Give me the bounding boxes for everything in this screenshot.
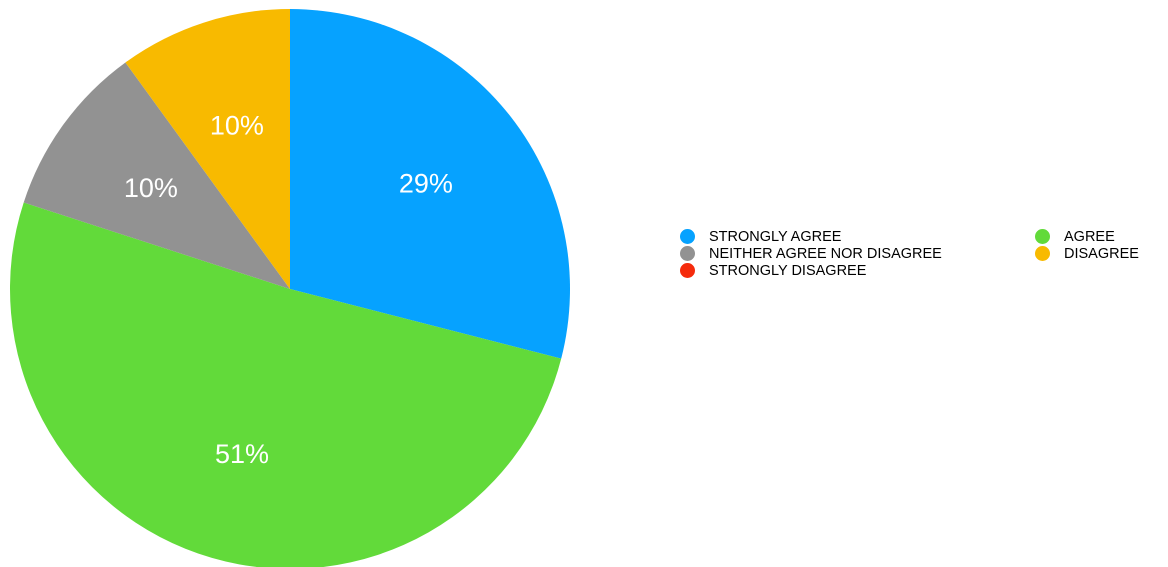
legend-label: STRONGLY DISAGREE — [709, 262, 867, 279]
legend-label: AGREE — [1064, 228, 1115, 245]
legend-swatch — [1035, 229, 1050, 244]
slice-label-disagree: 10% — [210, 110, 264, 140]
pie-slice-neither-agree-nor-disagree — [23, 62, 291, 289]
slice-label-agree: 51% — [215, 439, 269, 469]
legend-swatch — [1035, 246, 1050, 261]
pie-slice-disagree — [125, 9, 290, 289]
legend-item-strongly-agree: STRONGLY AGREE — [680, 228, 1035, 245]
legend-item-disagree: DISAGREE — [1035, 245, 1139, 262]
legend-item-agree: AGREE — [1035, 228, 1139, 245]
legend-swatch — [680, 263, 695, 278]
legend-item-strongly-disagree: STRONGLY DISAGREE — [680, 262, 1035, 279]
legend-label: NEITHER AGREE NOR DISAGREE — [709, 245, 942, 262]
legend-label: STRONGLY AGREE — [709, 228, 842, 245]
legend-label: DISAGREE — [1064, 245, 1139, 262]
pie-slice-labels: 29% 51% 10% 10% — [124, 110, 453, 469]
pie-slices — [10, 9, 571, 567]
slice-label-neither-agree-nor-disagree: 10% — [124, 173, 178, 203]
chart-legend: STRONGLY AGREE AGREE NEITHER AGREE NOR DIS… — [680, 228, 1139, 279]
slice-label-strongly-agree: 29% — [399, 169, 453, 199]
legend-item-neither-agree-nor-disagree: NEITHER AGREE NOR DISAGREE — [680, 245, 1035, 262]
legend-swatch — [680, 246, 695, 261]
legend-swatch — [680, 229, 695, 244]
pie-slice-agree — [10, 202, 562, 567]
pie-slice-strongly-agree — [290, 9, 571, 359]
